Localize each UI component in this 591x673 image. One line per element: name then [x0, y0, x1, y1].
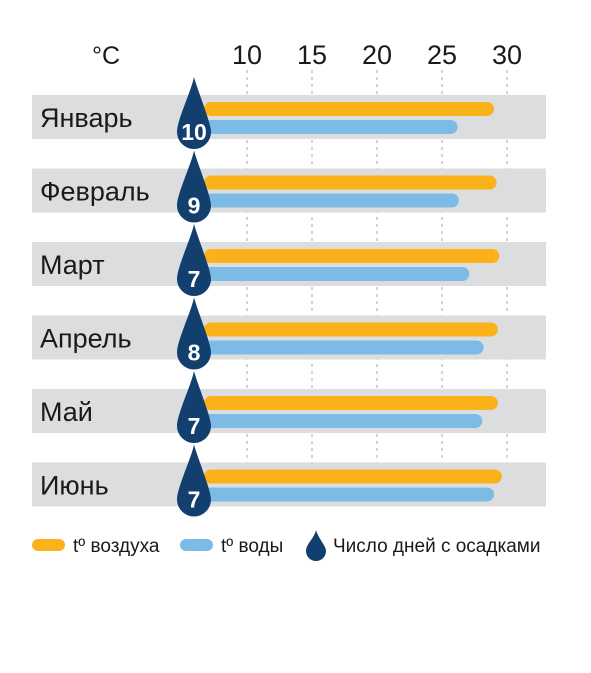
rain-days-value: 7 [188, 266, 201, 292]
rain-drop-icon [177, 77, 211, 149]
rain-drop-icon [177, 297, 211, 370]
legend-label-water: tº воды [221, 536, 283, 557]
water-temperature-bar [204, 193, 459, 208]
month-label: Март [40, 250, 105, 280]
row-4: Май 7 [32, 371, 546, 443]
legend-label-air: tº воздуха [73, 536, 160, 557]
tick-label-30: 30 [492, 40, 522, 70]
air-temperature-bar [204, 102, 494, 116]
row-0: Январь 10 [32, 77, 546, 149]
air-temperature-bar [204, 469, 502, 484]
row-5: Июнь 7 [32, 444, 546, 517]
row-3: Апрель 8 [32, 297, 546, 370]
legend-swatch-water [180, 539, 213, 551]
x-axis-ticks: 10 15 20 25 30 [232, 40, 522, 70]
legend-drop-icon [306, 530, 326, 561]
rain-drop-icon [177, 224, 211, 296]
legend-item-rain: Число дней с осадками [306, 530, 540, 561]
rain-drop-icon [177, 371, 211, 443]
air-temperature-bar [204, 322, 498, 337]
legend-label-rain: Число дней с осадками [333, 536, 540, 557]
air-temperature-bar [204, 396, 498, 410]
rain-days-value: 8 [188, 340, 201, 366]
month-label: Февраль [40, 177, 150, 207]
month-label: Январь [40, 103, 133, 133]
water-temperature-bar [204, 267, 470, 281]
rain-days-value: 9 [188, 193, 201, 219]
tick-label-15: 15 [297, 40, 327, 70]
legend-item-air: tº воздуха [32, 536, 160, 557]
water-temperature-bar [204, 487, 494, 502]
legend-item-water: tº воды [180, 536, 283, 557]
legend: tº воздуха tº воды Число дней с осадками [32, 530, 540, 561]
row-2: Март 7 [32, 224, 546, 296]
water-temperature-bar [204, 340, 484, 355]
water-temperature-bar [204, 120, 458, 134]
air-temperature-bar [204, 249, 500, 263]
air-temperature-bar [204, 175, 497, 190]
month-label: Апрель [40, 324, 132, 354]
rain-days-value: 7 [188, 487, 201, 513]
rain-drop-icon [177, 150, 211, 223]
unit-label: °C [92, 42, 120, 70]
water-temperature-bar [204, 414, 483, 428]
rain-days-value: 10 [181, 119, 207, 145]
month-rows: Январь 10 Февраль 9 Март 7 Апрель 8 Май 7 Июнь 7 [32, 77, 546, 517]
month-label: Июнь [40, 471, 109, 501]
tick-label-20: 20 [362, 40, 392, 70]
rain-days-value: 7 [188, 413, 201, 439]
rain-drop-icon [177, 444, 211, 517]
month-label: Май [40, 397, 93, 427]
tick-label-25: 25 [427, 40, 457, 70]
legend-swatch-air [32, 539, 65, 551]
row-1: Февраль 9 [32, 150, 546, 223]
tick-label-10: 10 [232, 40, 262, 70]
